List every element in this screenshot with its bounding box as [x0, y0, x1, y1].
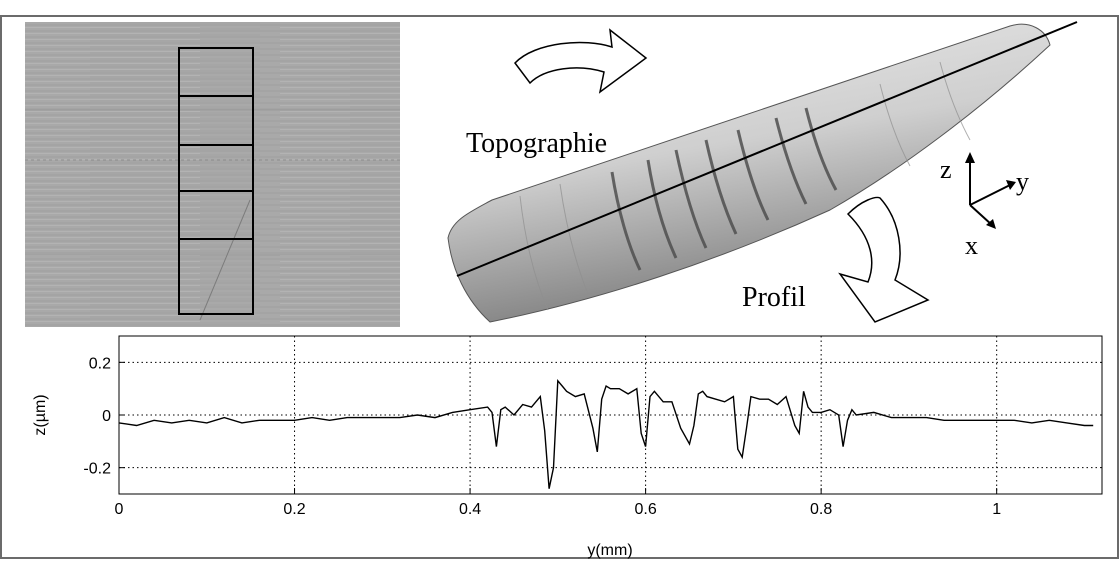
x-tick-label: 1	[992, 501, 1001, 518]
x-tick-label: 0.8	[810, 501, 832, 518]
x-axis-label: y(mm)	[587, 542, 632, 559]
topographie-label: Topographie	[466, 128, 607, 159]
profile-line	[456, 21, 1078, 277]
profile-chart: 0 0.2 0.4 0.6 0.8 1 0.2 0 -0.2 y(mm) z(µm)	[32, 335, 1103, 559]
axis-z-label: z	[940, 155, 952, 184]
y-tick-label: 0.2	[89, 355, 111, 372]
profil-label: Profil	[742, 282, 806, 313]
axis-x-label: x	[965, 231, 978, 260]
micrograph-image	[25, 22, 400, 327]
y-tick-label: 0	[102, 408, 111, 425]
series-line	[118, 378, 1094, 489]
y-axis-label: z(µm)	[32, 394, 49, 435]
topography-surface	[447, 23, 1051, 323]
x-tick-label: 0.4	[459, 501, 481, 518]
sampling-grid	[178, 47, 254, 315]
grid-lines	[119, 336, 1102, 494]
x-tick-label: 0	[115, 501, 124, 518]
x-tick-label: 0.2	[283, 501, 305, 518]
curved-arrow-icon	[514, 28, 648, 94]
x-tick-label: 0.6	[634, 501, 656, 518]
curved-arrow-icon	[838, 196, 930, 323]
tick-marks	[118, 361, 998, 494]
axis-y-label: y	[1016, 167, 1029, 196]
y-tick-label: -0.2	[83, 461, 111, 478]
axes-icon	[965, 152, 1016, 229]
figure-frame	[0, 15, 1119, 559]
